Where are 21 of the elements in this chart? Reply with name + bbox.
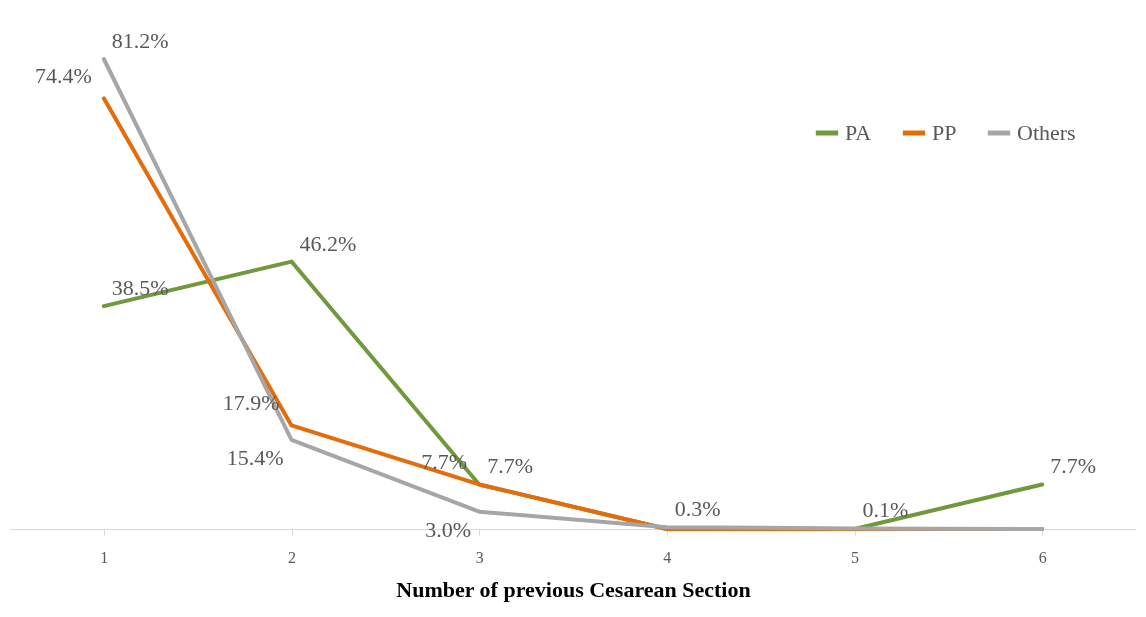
x-tick-label: 4 bbox=[663, 548, 672, 566]
legend-label: PA bbox=[845, 120, 872, 145]
x-tick-label: 2 bbox=[288, 548, 296, 566]
data-label: 0.1% bbox=[862, 497, 909, 523]
legend-label: Others bbox=[1017, 120, 1076, 145]
x-tick-label: 6 bbox=[1038, 548, 1047, 566]
data-label: 3.0% bbox=[425, 516, 472, 542]
data-label: 46.2% bbox=[299, 230, 357, 256]
x-tick-label: 1 bbox=[100, 548, 109, 566]
data-label: 81.2% bbox=[111, 28, 169, 53]
data-label: 0.3% bbox=[674, 496, 721, 522]
data-label: 7.7% bbox=[1050, 453, 1096, 479]
data-label: 74.4% bbox=[35, 63, 92, 89]
x-axis-title: Number of previous Cesarean Section bbox=[396, 576, 751, 602]
x-tick-label: 3 bbox=[475, 548, 484, 566]
data-label: 7.7% bbox=[487, 453, 533, 479]
data-label: 17.9% bbox=[222, 390, 280, 416]
legend-label: PP bbox=[932, 120, 957, 145]
data-label: 38.5% bbox=[111, 275, 169, 301]
data-label: 15.4% bbox=[226, 444, 284, 470]
x-tick-label: 5 bbox=[851, 548, 859, 566]
